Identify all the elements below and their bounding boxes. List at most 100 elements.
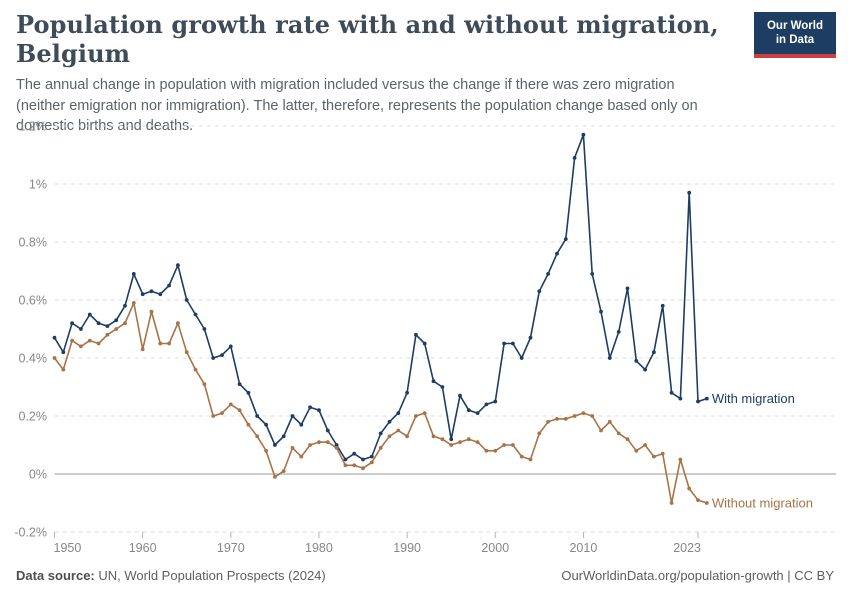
- data-point[interactable]: [70, 321, 74, 326]
- data-point[interactable]: [79, 327, 83, 331]
- data-point[interactable]: [149, 309, 154, 314]
- data-point[interactable]: [334, 446, 339, 450]
- data-point[interactable]: [466, 437, 471, 442]
- data-point[interactable]: [599, 309, 603, 314]
- data-point[interactable]: [422, 341, 427, 346]
- data-point[interactable]: [696, 498, 700, 502]
- data-point[interactable]: [537, 431, 542, 436]
- data-point[interactable]: [325, 440, 330, 444]
- data-point[interactable]: [114, 327, 119, 331]
- data-point[interactable]: [237, 408, 242, 413]
- data-point[interactable]: [484, 402, 489, 407]
- data-point[interactable]: [678, 396, 683, 401]
- data-point[interactable]: [546, 272, 550, 276]
- data-point[interactable]: [414, 414, 418, 418]
- data-point[interactable]: [616, 431, 621, 436]
- data-point[interactable]: [193, 312, 198, 317]
- data-point[interactable]: [299, 454, 304, 459]
- line-chart[interactable]: 1.2% 1% 0.8% 0.6% 0.4% 0.2% 0% -0.2% 1950 1960 197…: [0, 110, 850, 562]
- data-point[interactable]: [352, 463, 357, 468]
- data-point[interactable]: [669, 501, 674, 505]
- data-point[interactable]: [131, 301, 136, 305]
- data-point[interactable]: [317, 440, 321, 444]
- data-point[interactable]: [458, 393, 462, 398]
- data-point[interactable]: [449, 443, 454, 447]
- data-point[interactable]: [625, 286, 630, 291]
- data-point[interactable]: [255, 434, 260, 439]
- owid-link[interactable]: OurWorldinData.org/population-growth | C…: [561, 568, 834, 583]
- data-point[interactable]: [325, 428, 330, 433]
- data-point[interactable]: [184, 298, 189, 302]
- data-point[interactable]: [555, 251, 559, 256]
- data-point[interactable]: [281, 469, 286, 473]
- data-point[interactable]: [149, 289, 154, 294]
- data-point[interactable]: [343, 457, 348, 462]
- data-point[interactable]: [96, 321, 101, 326]
- data-point[interactable]: [114, 318, 119, 323]
- data-point[interactable]: [158, 292, 163, 297]
- data-point[interactable]: [167, 341, 172, 346]
- data-point[interactable]: [52, 356, 57, 360]
- data-point[interactable]: [422, 411, 427, 415]
- data-point[interactable]: [158, 341, 163, 346]
- data-point[interactable]: [352, 451, 357, 456]
- data-point[interactable]: [246, 390, 251, 395]
- data-point[interactable]: [475, 440, 480, 444]
- data-point[interactable]: [581, 132, 586, 137]
- data-point[interactable]: [255, 414, 260, 418]
- data-point[interactable]: [581, 411, 586, 415]
- data-point[interactable]: [378, 446, 383, 450]
- data-point[interactable]: [343, 463, 348, 468]
- data-point[interactable]: [572, 414, 577, 418]
- data-point[interactable]: [184, 350, 189, 355]
- data-point[interactable]: [431, 379, 436, 384]
- data-point[interactable]: [237, 382, 242, 386]
- data-point[interactable]: [61, 367, 66, 372]
- data-point[interactable]: [228, 344, 233, 349]
- data-point[interactable]: [396, 411, 401, 415]
- data-point[interactable]: [607, 419, 612, 424]
- data-point[interactable]: [176, 263, 180, 268]
- data-point[interactable]: [202, 327, 207, 331]
- data-point[interactable]: [246, 422, 251, 427]
- data-point[interactable]: [299, 422, 304, 427]
- data-point[interactable]: [458, 440, 462, 444]
- data-point[interactable]: [493, 399, 498, 404]
- data-point[interactable]: [369, 454, 374, 459]
- data-point[interactable]: [105, 332, 110, 337]
- data-point[interactable]: [440, 437, 445, 442]
- data-point[interactable]: [652, 454, 656, 459]
- data-point[interactable]: [70, 338, 74, 343]
- data-point[interactable]: [599, 428, 603, 433]
- data-point[interactable]: [519, 356, 524, 360]
- data-point[interactable]: [193, 367, 198, 372]
- data-point[interactable]: [511, 341, 515, 346]
- data-point[interactable]: [140, 292, 145, 297]
- data-point[interactable]: [704, 501, 709, 505]
- data-point[interactable]: [616, 330, 621, 334]
- data-point[interactable]: [167, 283, 172, 288]
- data-point[interactable]: [317, 408, 321, 413]
- data-point[interactable]: [546, 419, 550, 424]
- data-point[interactable]: [264, 422, 268, 427]
- data-point[interactable]: [290, 446, 295, 450]
- data-point[interactable]: [361, 466, 365, 471]
- data-point[interactable]: [378, 431, 383, 436]
- data-point[interactable]: [264, 448, 268, 453]
- data-point[interactable]: [440, 385, 445, 389]
- data-point[interactable]: [590, 414, 595, 418]
- data-point[interactable]: [431, 434, 436, 439]
- data-point[interactable]: [493, 448, 498, 453]
- data-point[interactable]: [687, 486, 692, 491]
- data-point[interactable]: [687, 190, 692, 195]
- data-point[interactable]: [634, 448, 639, 453]
- data-point[interactable]: [105, 324, 110, 328]
- data-point[interactable]: [704, 396, 709, 401]
- data-point[interactable]: [87, 338, 92, 343]
- data-point[interactable]: [405, 390, 409, 395]
- data-point[interactable]: [678, 457, 683, 462]
- data-point[interactable]: [696, 399, 700, 404]
- data-point[interactable]: [660, 451, 665, 456]
- data-point[interactable]: [537, 289, 542, 294]
- data-point[interactable]: [369, 460, 374, 465]
